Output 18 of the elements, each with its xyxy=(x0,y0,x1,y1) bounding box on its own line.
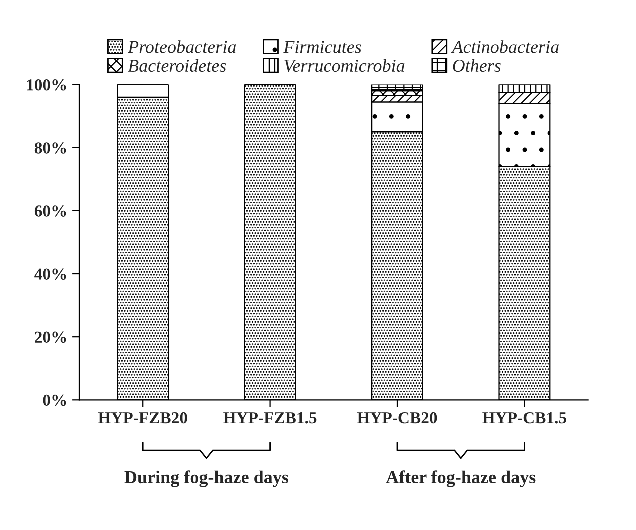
x-tick-label: HYP-CB20 xyxy=(358,412,438,424)
y-tick-label: 40% xyxy=(34,268,66,280)
legend-label: Proteobacteria xyxy=(128,40,236,54)
y-tick-label: 60% xyxy=(34,206,66,217)
legend-label: Firmicutes xyxy=(284,41,362,54)
y-tick-label: 0% xyxy=(43,394,66,406)
y-tick-label: 100% xyxy=(27,80,66,91)
x-tick-label: HYP-CB1.5 xyxy=(482,412,566,424)
text: After fog-haze days xyxy=(386,470,536,488)
legend-label: Actinobacteria xyxy=(451,40,559,54)
y-tick-label: 20% xyxy=(35,332,66,344)
x-tick-label: HYP-FZB20 xyxy=(98,412,188,424)
legend-label: Bacteroidetes xyxy=(128,59,226,72)
legend-label: Verrucomicrobia xyxy=(284,59,405,72)
y-tick-label: 80% xyxy=(34,142,66,154)
legend-label: Others xyxy=(453,59,501,72)
x-tick-label: HYP-FZB1.5 xyxy=(224,412,317,424)
text: During fog-haze days xyxy=(124,470,289,488)
